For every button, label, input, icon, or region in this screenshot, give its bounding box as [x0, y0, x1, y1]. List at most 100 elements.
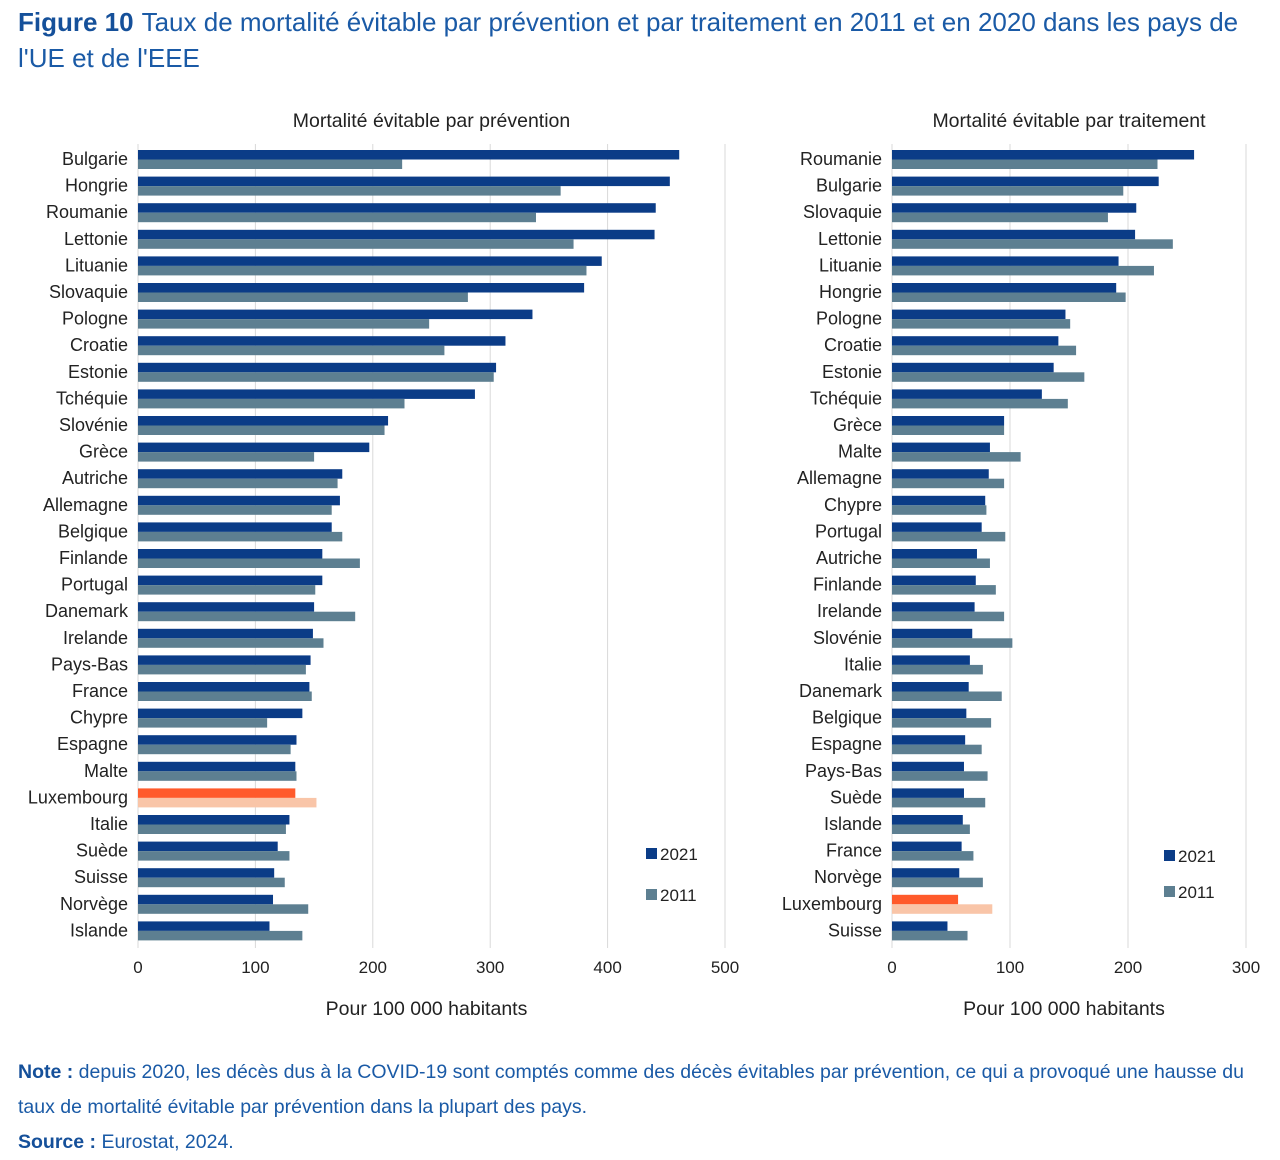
bar-2021 [892, 841, 962, 852]
bar-2011 [138, 797, 317, 808]
bar-2021 [892, 788, 964, 798]
category-label: Finlande [813, 575, 882, 595]
category-label: Belgique [58, 521, 128, 541]
category-label: Portugal [815, 521, 882, 541]
category-label: Bulgarie [816, 176, 882, 196]
bar-2011 [138, 398, 405, 409]
category-label: Slovénie [813, 628, 882, 648]
bar-2021 [138, 921, 270, 931]
category-label: Pays-Bas [51, 654, 128, 674]
bar-2021 [892, 256, 1119, 266]
bar-2021 [892, 894, 959, 905]
bar-2021 [892, 495, 986, 506]
bar-2011 [892, 744, 982, 755]
bar-2011 [138, 691, 312, 701]
category-label: Malte [84, 761, 128, 781]
figure-footer: Note : depuis 2020, les décès dus à la C… [18, 1055, 1268, 1160]
category-label: Malte [838, 442, 882, 462]
figure-title: Taux de mortalité évitable par préventio… [18, 7, 1239, 73]
bar-2011 [892, 292, 1126, 302]
legend-label: 2011 [660, 886, 697, 905]
bar-2011 [138, 664, 306, 675]
bar-2021 [892, 416, 1005, 426]
bar-2011 [892, 159, 1158, 169]
bar-2021 [138, 176, 670, 187]
bar-2021 [892, 229, 1136, 240]
category-label: Suède [830, 787, 882, 807]
bar-2021 [138, 203, 656, 213]
category-label: Hongrie [65, 176, 128, 196]
bar-2021 [892, 921, 948, 931]
category-label: Italie [90, 814, 128, 834]
bar-2011 [138, 478, 338, 489]
legend-label: 2021 [660, 845, 698, 864]
category-label: Slovénie [59, 415, 128, 435]
bar-2011 [892, 531, 1006, 542]
bar-2011 [138, 904, 309, 914]
bar-2021 [892, 761, 964, 772]
category-label: Allemagne [797, 468, 882, 488]
bar-2011 [892, 851, 974, 861]
bar-2021 [138, 575, 323, 586]
bar-2021 [138, 708, 303, 719]
bar-2021 [892, 203, 1137, 213]
bar-2021 [892, 735, 966, 745]
bar-2021 [138, 815, 290, 825]
bar-2021 [138, 416, 389, 426]
category-label: Finlande [59, 548, 128, 568]
category-label: Islande [824, 814, 882, 834]
category-label: Tchéquie [810, 388, 882, 408]
source: Source : Eurostat, 2024. [18, 1125, 1268, 1160]
bar-2011 [138, 212, 536, 223]
bar-2011 [892, 824, 970, 834]
tick-label: 0 [887, 958, 896, 977]
bar-2021 [892, 389, 1042, 399]
bar-2021 [138, 469, 343, 479]
legend-swatch [1164, 886, 1175, 897]
category-label: Grèce [833, 415, 882, 435]
bar-2021 [892, 549, 977, 559]
bar-2011 [138, 319, 430, 329]
bar-2011 [138, 345, 445, 356]
bar-2011 [892, 930, 968, 941]
bar-2021 [892, 655, 970, 665]
note: Note : depuis 2020, les décès dus à la C… [18, 1055, 1268, 1125]
source-text: Eurostat, 2024. [101, 1131, 234, 1153]
legend-swatch [646, 848, 657, 859]
bar-2011 [138, 877, 285, 888]
category-label: France [826, 841, 882, 861]
bar-2021 [892, 815, 963, 825]
bar-2011 [138, 824, 286, 834]
bar-2011 [892, 797, 986, 808]
bar-2021 [138, 309, 533, 320]
bar-2011 [892, 505, 987, 515]
bar-2011 [138, 425, 385, 435]
category-label: Roumanie [800, 149, 882, 169]
tick-label: 100 [241, 958, 269, 977]
bar-2011 [892, 691, 1002, 701]
category-label: Suisse [74, 867, 128, 887]
bar-2011 [138, 505, 332, 515]
category-label: Norvège [60, 894, 128, 914]
category-label: Tchéquie [56, 388, 128, 408]
bar-2021 [138, 150, 680, 160]
bar-2011 [892, 398, 1068, 409]
bar-2011 [138, 558, 360, 568]
bar-2021 [138, 894, 274, 905]
bar-2021 [138, 602, 315, 612]
bar-2021 [892, 708, 967, 719]
bar-2011 [138, 452, 315, 462]
bar-2011 [892, 718, 992, 728]
bar-2011 [892, 877, 983, 888]
category-label: Italie [844, 654, 882, 674]
category-label: Norvège [814, 867, 882, 887]
bar-2021 [138, 735, 297, 745]
category-label: Estonie [822, 362, 882, 382]
category-label: Hongrie [819, 282, 882, 302]
tick-label: 300 [476, 958, 504, 977]
bar-2021 [138, 682, 310, 692]
bar-2011 [138, 611, 356, 622]
bar-2011 [892, 372, 1085, 382]
bar-2021 [892, 682, 969, 692]
note-label: Note : [18, 1061, 74, 1083]
